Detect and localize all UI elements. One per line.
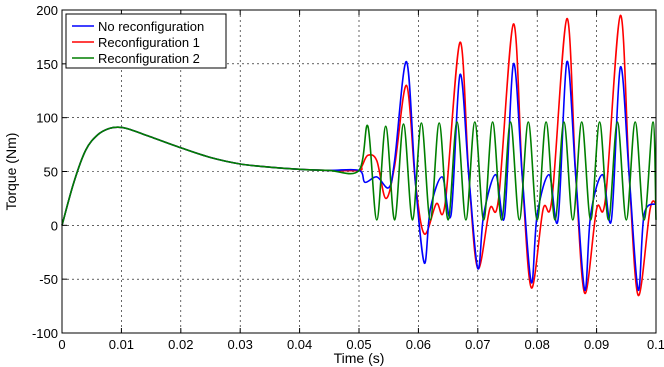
x-tick-label: 0.06 bbox=[406, 337, 431, 352]
x-axis-label: Time (s) bbox=[334, 350, 385, 366]
x-tick-label: 0.1 bbox=[647, 337, 664, 352]
x-tick-label: 0.01 bbox=[109, 337, 134, 352]
x-tick-label: 0.08 bbox=[525, 337, 550, 352]
y-tick-label: 150 bbox=[36, 57, 58, 72]
y-tick-label: -50 bbox=[39, 272, 58, 287]
x-tick-label: 0.03 bbox=[228, 337, 253, 352]
legend-label: No reconfiguration bbox=[98, 19, 204, 34]
legend-label: Reconfiguration 2 bbox=[98, 51, 200, 66]
legend-label: Reconfiguration 1 bbox=[98, 35, 200, 50]
y-tick-label: 200 bbox=[36, 3, 58, 18]
ticks: 0 0.01 0.02 0.03 0.04 0.05 0.06 0.07 0.08 0.09 0.1… bbox=[32, 3, 664, 352]
x-tick-label: 0 bbox=[58, 337, 65, 352]
x-tick-label: 0.02 bbox=[168, 337, 193, 352]
x-tick-label: 0.09 bbox=[584, 337, 609, 352]
legend-box bbox=[65, 13, 227, 69]
x-tick-label: 0.04 bbox=[287, 337, 312, 352]
series-group bbox=[61, 14, 657, 297]
series-line-3 bbox=[61, 121, 657, 226]
y-tick-label: -100 bbox=[32, 326, 58, 341]
y-tick-label: 50 bbox=[44, 165, 58, 180]
y-tick-label: 100 bbox=[36, 111, 58, 126]
x-tick-label: 0.05 bbox=[346, 337, 371, 352]
x-tick-label: 0.07 bbox=[465, 337, 490, 352]
y-tick-label: 0 bbox=[51, 218, 58, 233]
y-axis-label: Torque (Nm) bbox=[3, 133, 19, 211]
